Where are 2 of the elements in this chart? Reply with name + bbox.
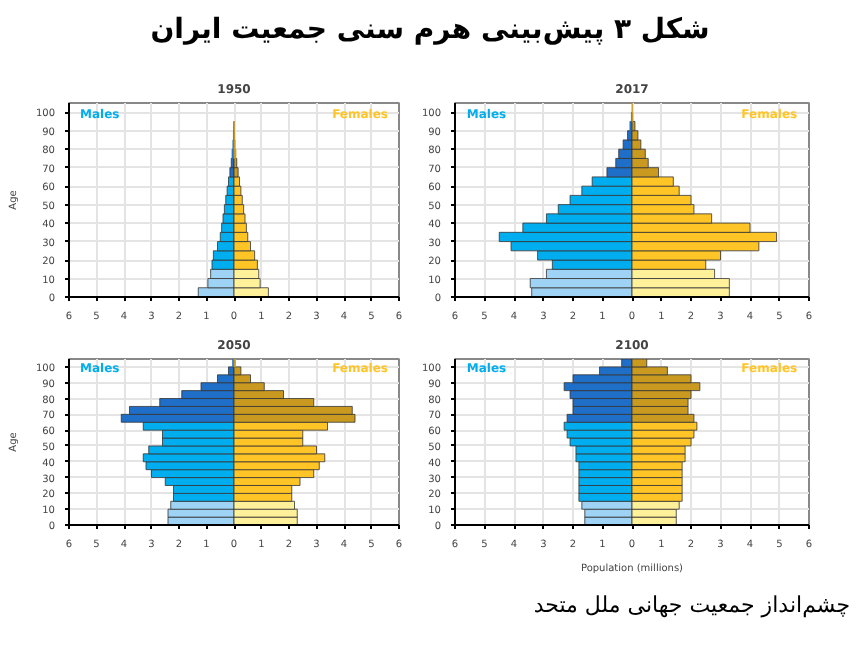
text: چشم‌انداز جمعیت جهانی ملل متحد [533,590,850,622]
text: شکل ۳ پیش‌بینی هرم سنی جمعیت ایران [150,12,710,50]
